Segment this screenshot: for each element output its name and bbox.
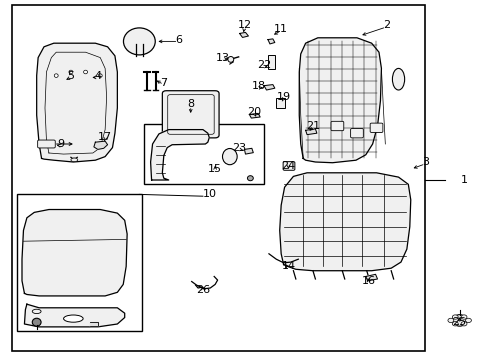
Polygon shape (264, 85, 274, 90)
Text: 2: 2 (382, 20, 389, 30)
Bar (267, 55, 274, 69)
Polygon shape (37, 43, 117, 162)
Polygon shape (22, 210, 127, 296)
Polygon shape (305, 129, 316, 135)
Ellipse shape (447, 318, 453, 323)
FancyBboxPatch shape (369, 123, 382, 132)
Ellipse shape (98, 74, 102, 77)
Text: 26: 26 (196, 285, 209, 295)
Ellipse shape (69, 70, 73, 74)
Text: 12: 12 (237, 20, 251, 30)
Polygon shape (249, 113, 260, 118)
Ellipse shape (123, 28, 155, 55)
Polygon shape (94, 141, 107, 149)
Text: 10: 10 (203, 189, 217, 199)
Text: 11: 11 (274, 24, 287, 34)
Text: 7: 7 (160, 78, 167, 88)
Text: 9: 9 (58, 139, 64, 149)
Bar (17, 194, 142, 331)
Ellipse shape (32, 309, 41, 314)
Ellipse shape (451, 321, 457, 326)
Ellipse shape (452, 315, 466, 326)
Text: 15: 15 (208, 164, 222, 174)
Text: 20: 20 (247, 107, 261, 117)
Ellipse shape (460, 321, 466, 326)
Polygon shape (150, 130, 209, 180)
Text: 23: 23 (232, 143, 246, 153)
Text: 3: 3 (421, 157, 428, 167)
FancyBboxPatch shape (38, 140, 55, 148)
FancyBboxPatch shape (350, 129, 363, 138)
Text: 16: 16 (362, 276, 375, 286)
Ellipse shape (460, 315, 466, 319)
Bar (144, 124, 264, 184)
Polygon shape (239, 32, 248, 37)
Text: 25: 25 (452, 317, 466, 327)
Text: 18: 18 (252, 81, 265, 91)
Text: 5: 5 (67, 71, 74, 81)
Text: 24: 24 (281, 161, 295, 171)
Text: 1: 1 (460, 175, 467, 185)
Polygon shape (24, 304, 124, 327)
Ellipse shape (71, 158, 78, 162)
Bar (12, 5, 425, 351)
Polygon shape (279, 173, 410, 271)
Text: 17: 17 (98, 132, 112, 142)
FancyBboxPatch shape (330, 121, 343, 131)
Ellipse shape (465, 318, 470, 323)
Polygon shape (244, 148, 253, 154)
Text: 19: 19 (276, 92, 290, 102)
Polygon shape (90, 322, 98, 326)
Text: 13: 13 (215, 53, 229, 63)
Text: 8: 8 (187, 99, 194, 109)
Text: 4: 4 (94, 71, 101, 81)
Ellipse shape (32, 318, 41, 326)
Text: 21: 21 (305, 121, 319, 131)
Text: 14: 14 (281, 261, 295, 271)
Text: 6: 6 (175, 35, 182, 45)
Ellipse shape (54, 74, 58, 77)
FancyBboxPatch shape (283, 162, 294, 170)
Bar (276, 98, 285, 108)
Text: 22: 22 (256, 60, 271, 70)
Ellipse shape (63, 315, 83, 322)
FancyBboxPatch shape (162, 91, 219, 138)
Ellipse shape (391, 68, 404, 90)
Polygon shape (365, 274, 377, 281)
Ellipse shape (451, 315, 457, 319)
Ellipse shape (227, 57, 233, 62)
Ellipse shape (222, 149, 237, 165)
Ellipse shape (83, 70, 87, 74)
Polygon shape (299, 38, 381, 163)
Polygon shape (267, 39, 274, 44)
Ellipse shape (247, 176, 253, 181)
